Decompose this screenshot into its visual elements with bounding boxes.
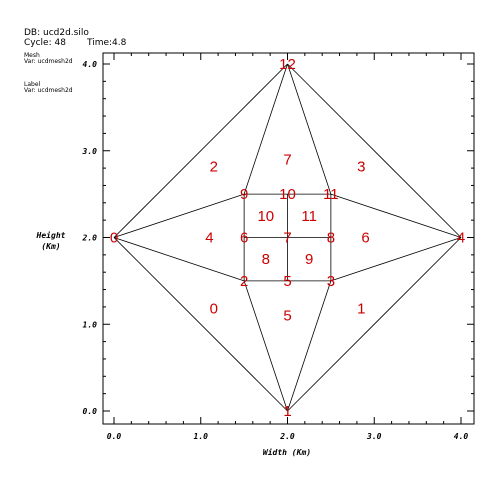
x-tick-label: 4.0 [454,432,469,441]
node-label: 9 [240,186,248,203]
mesh-edge [113,63,288,238]
plot-frame [102,52,475,425]
x-axis-label: Width (Km) [263,447,311,457]
mesh-edge [287,280,332,412]
mesh-edge [243,63,288,195]
node-label: 8 [327,230,335,247]
plot-header: DB: ucd2d.silo Cycle: 48 Time:4.8 Mesh V… [0,0,500,100]
zone-label: 10 [257,208,274,225]
axis-ticks: 0.0 1.0 2.0 3.0 4.0 0.0 1.0 2.0 3.0 4.0 [82,53,474,441]
label-legend-var: Var: ucdmesh2d [24,87,73,94]
node-label: 1 [283,403,291,420]
mesh-edge [330,193,462,238]
zone-label: 1 [357,301,365,318]
time-label: Time:4.8 [87,38,127,48]
node-label: 11 [323,186,339,203]
zone-label: 0 [210,301,218,318]
zone-label: 5 [283,308,291,325]
label-legend-title: Label [24,81,41,88]
zone-label: 3 [357,158,365,175]
zone-label: 11 [301,208,317,225]
zone-label: 2 [210,158,218,175]
node-label: 6 [240,230,248,247]
node-label: 10 [279,186,296,203]
mesh-edge [287,63,462,238]
mesh-edges [113,63,462,412]
zone-label: 6 [361,230,369,247]
y-axis-label-line1: Height [36,230,66,240]
mesh-edge [113,193,245,238]
y-tick-label: 3.0 [82,147,98,156]
zone-label: 4 [205,230,213,247]
node-label: 2 [240,273,248,290]
mesh-edge [113,237,288,412]
node-label: 0 [110,230,118,247]
y-tick-label: 2.0 [82,234,98,243]
zone-label: 8 [262,251,270,268]
y-axis-label-line2: (Km) [41,242,60,251]
x-tick-label: 3.0 [366,432,382,441]
node-label: 4 [457,230,465,247]
node-label: 3 [327,273,335,290]
node-label: 12 [279,56,296,73]
node-label: 5 [283,273,291,290]
x-tick-label: 1.0 [194,432,209,441]
mesh-legend-var: Var: ucdmesh2d [24,58,73,65]
zone-label: 7 [283,151,291,168]
zone-label: 9 [305,251,313,268]
y-tick-label: 4.0 [83,60,98,69]
plot-frame-rect [102,52,475,425]
x-tick-label: 0.0 [107,432,122,441]
mesh-edge [243,280,288,412]
y-tick-label: 0.0 [83,407,98,416]
mesh-edge [287,63,332,195]
node-label: 7 [283,230,291,247]
mesh-edge [330,237,462,282]
db-label: DB: ucd2d.silo [24,28,89,38]
y-tick-label: 1.0 [83,320,98,329]
cycle-label: Cycle: 48 [24,38,66,48]
x-tick-label: 2.0 [279,432,295,441]
mesh-edge [113,237,245,282]
mesh-edge [287,237,462,412]
mesh-legend-title: Mesh [24,52,40,59]
